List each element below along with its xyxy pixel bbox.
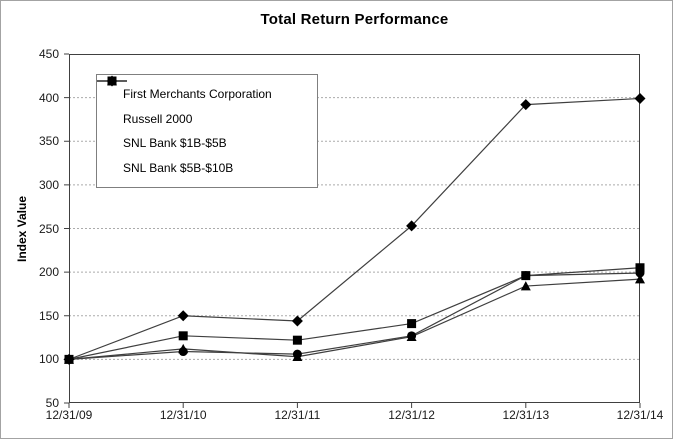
legend-label: SNL Bank $5B-$10B [123, 160, 234, 175]
y-tick-label: 200 [38, 265, 59, 280]
square-marker [178, 331, 188, 341]
circle-marker [107, 76, 117, 86]
y-tick-label: 50 [45, 396, 59, 410]
legend-label: SNL Bank $1B-$5B [123, 136, 227, 151]
x-tick-label: 12/31/11 [274, 408, 321, 422]
legend-item: First Merchants Corporation [97, 75, 313, 102]
y-tick-label: 150 [38, 308, 59, 323]
x-tick-label: 12/31/10 [159, 408, 207, 422]
diamond-marker [634, 92, 646, 104]
plot-frame [69, 54, 640, 403]
square-marker [292, 335, 302, 345]
circle-marker [178, 347, 188, 357]
diamond-marker [520, 99, 532, 111]
series-line [68, 278, 641, 360]
diamond-marker [291, 315, 303, 327]
circle-marker [635, 268, 645, 278]
y-tick-label: 450 [38, 47, 59, 61]
y-tick-label: 100 [38, 352, 59, 367]
series-line [68, 272, 641, 360]
y-tick-label: 250 [38, 221, 59, 236]
legend: First Merchants Corporation Russell 2000 S… [96, 74, 318, 188]
circle-legend-icon [97, 76, 127, 86]
x-tick-label: 12/31/12 [388, 408, 435, 422]
y-tick-label: 350 [38, 134, 59, 149]
x-tick-label: 12/31/14 [616, 408, 664, 422]
diamond-marker [406, 220, 418, 232]
square-marker [407, 319, 417, 329]
circle-marker [64, 354, 74, 364]
legend-label: First Merchants Corporation [123, 87, 272, 102]
x-tick-label: 12/31/09 [45, 408, 93, 422]
x-tick-label: 12/31/13 [502, 408, 550, 422]
plot-area: First Merchants Corporation Russell 2000 S… [63, 53, 646, 408]
triangle-marker [635, 274, 645, 284]
legend-label: Russell 2000 [123, 111, 193, 126]
chart-title: Total Return Performance [260, 11, 449, 28]
series-line [68, 267, 641, 360]
legend-item: SNL Bank $1B-$5B [97, 76, 313, 151]
series-line [68, 97, 641, 360]
circle-marker [407, 331, 417, 341]
y-tick-label: 300 [38, 177, 59, 192]
x-axis-tick-labels: 12/31/09 12/31/10 12/31/11 12/31/12 12/31/13… [46, 408, 664, 424]
chart-canvas [63, 53, 646, 408]
diamond-marker [177, 310, 189, 322]
circle-marker [521, 271, 531, 281]
circle-marker [292, 349, 302, 359]
y-axis-tick-labels: 50 100 150 200 250 300 350 400 450 [1, 47, 61, 410]
square-marker [635, 263, 645, 273]
legend-item: Russell 2000 [97, 76, 313, 126]
triangle-marker [520, 281, 531, 291]
legend-item: SNL Bank $5B-$10B [97, 76, 313, 175]
y-tick-label: 400 [38, 90, 59, 105]
